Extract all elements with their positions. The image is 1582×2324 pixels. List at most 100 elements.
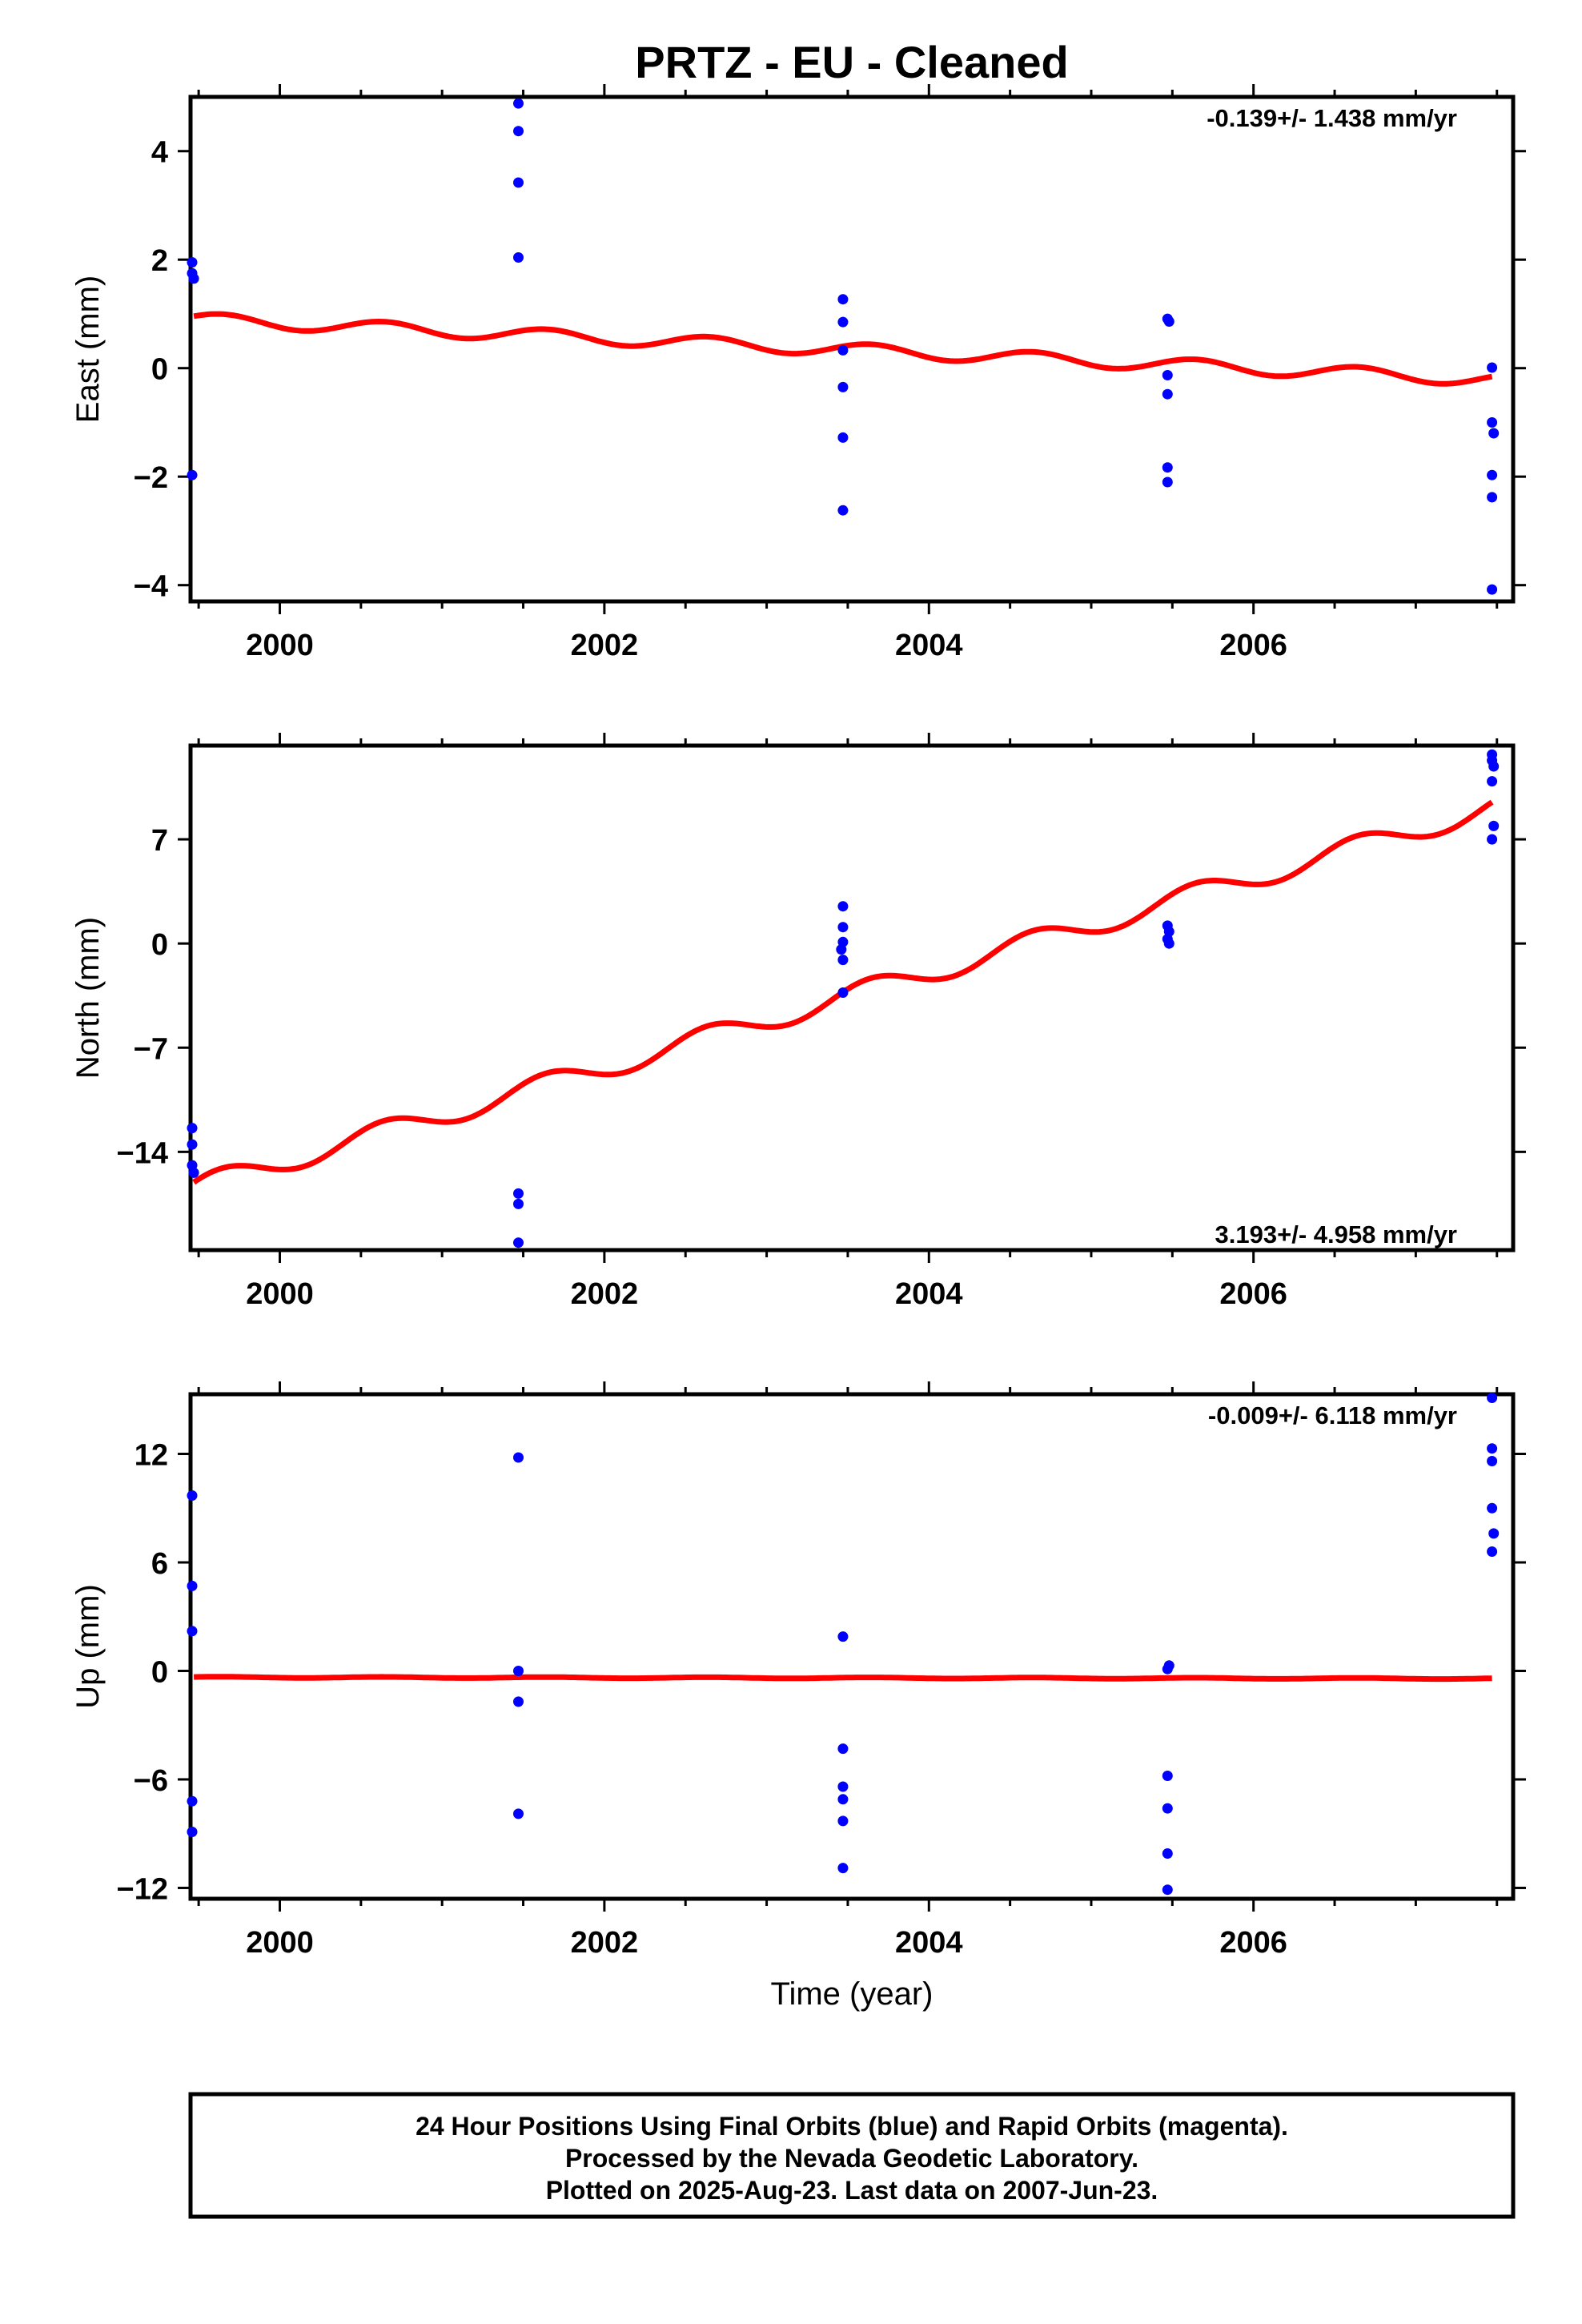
up-frame [188,1392,1516,1901]
north-y-axis-label: North (mm) [70,917,106,1079]
up-rate-label: -0.009+/- 6.118 mm/yr [1208,1401,1457,1429]
north-data-point [513,1188,524,1199]
north-data-point [837,901,849,912]
east-data-point [1162,370,1173,380]
east-frame [188,94,1516,604]
east-x-tick-label: 2002 [571,629,639,662]
up-data-point [1487,1502,1498,1514]
north-panel: 2000 2002 2004 2006 −14 −7 0 7 North (mm) 3.193+/… [70,733,1526,1311]
east-data-point [187,469,198,480]
east-data-point [1162,476,1173,488]
up-data-point [1487,1443,1498,1454]
up-x-tick-label: 2000 [246,1926,314,1960]
north-data-point [1487,834,1498,845]
east-data-point [1488,428,1500,439]
north-data-point [837,922,849,933]
up-data-point [1162,1884,1173,1896]
up-data-point [1162,1771,1173,1781]
up-y-tick-label: −12 [117,1872,168,1906]
footer-line-1: 24 Hour Positions Using Final Orbits (bl… [416,2112,1288,2141]
east-data-point [1487,469,1498,480]
east-data-point [1487,584,1498,595]
up-y-tick-label: −6 [134,1764,168,1798]
east-data-point [513,252,524,263]
east-data-point [1487,417,1498,428]
east-data-point [1163,316,1174,327]
north-y-tick-label: −7 [134,1032,168,1066]
north-y-tick-label: −14 [117,1136,168,1170]
north-data-point [513,1198,524,1209]
footer-box: 24 Hour Positions Using Final Orbits (bl… [188,2092,1516,2219]
footer-line-2: Processed by the Nevada Geodetic Laborat… [565,2144,1138,2173]
east-data-point [837,381,849,392]
east-data-point [1162,388,1173,400]
up-data-point [1487,1393,1498,1403]
north-x-tick-label: 2006 [1219,1277,1287,1311]
north-frame [188,743,1516,1252]
up-data-point [837,1781,849,1792]
up-y-tick-label: 6 [151,1547,168,1581]
up-y-tick-label: 12 [135,1439,168,1473]
east-data-point [1487,362,1498,373]
up-panel: 2000 2002 2004 2006 −12 −6 0 6 12 Up (mm) -0.009+/… [70,1381,1526,1960]
footer-line-3: Plotted on 2025-Aug-23. Last data on 200… [546,2176,1158,2205]
east-data-point [837,344,849,356]
east-data-point [188,273,199,284]
up-data-point [187,1827,198,1837]
up-y-axis-label: Up (mm) [70,1584,106,1709]
north-data-point [187,1139,198,1150]
north-y-tick-label: 0 [151,928,168,962]
east-data-point [513,126,524,137]
up-data-point [1162,1663,1173,1675]
north-rate-label: 3.193+/- 4.958 mm/yr [1215,1220,1457,1248]
up-data-point [1487,1456,1498,1466]
east-x-tick-label: 2004 [895,629,963,662]
up-x-tick-label: 2002 [571,1926,639,1960]
north-data-point [1488,761,1500,772]
east-y-axis-label: East (mm) [70,275,106,423]
up-data-point [513,1452,524,1463]
up-data-point [187,1580,198,1591]
up-data-point [513,1666,524,1676]
north-data-point [1487,776,1498,787]
north-y-tick-label: 7 [151,824,168,858]
up-x-tick-label: 2006 [1219,1926,1287,1960]
east-data-point [837,505,849,516]
east-data-point [1162,462,1173,473]
up-data-point [837,1815,849,1827]
up-data-point [187,1490,198,1501]
up-data-point [837,1743,849,1755]
x-axis-label: Time (year) [771,1976,934,2012]
east-y-tick-label: −2 [134,461,168,495]
north-data-point [188,1167,199,1178]
east-data-point [837,432,849,443]
north-x-tick-label: 2002 [571,1277,639,1311]
east-data-point [187,257,198,268]
up-data-point [1162,1803,1173,1814]
east-y-tick-label: 2 [151,244,168,278]
east-data-point [837,294,849,305]
east-y-tick-label: 4 [151,136,168,170]
north-data-point [837,987,849,998]
east-data-point [513,98,524,109]
east-data-point [513,177,524,188]
north-x-tick-label: 2000 [246,1277,314,1311]
up-data-point [187,1626,198,1637]
up-data-point [837,1631,849,1642]
east-x-tick-label: 2000 [246,629,314,662]
north-data-point [513,1237,524,1248]
up-data-point [1487,1546,1498,1557]
up-data-point [513,1696,524,1707]
east-y-tick-label: −4 [134,570,168,604]
north-data-point [836,944,847,955]
east-panel: 2000 2002 2004 2006 −4 −2 0 2 4 East (mm) -0.139+/… [70,84,1526,662]
east-y-tick-label: 0 [151,353,168,387]
up-data-point [1488,1528,1500,1539]
up-data-point [837,1794,849,1805]
up-data-point [513,1808,524,1819]
north-data-point [1488,820,1500,831]
east-data-point [837,316,849,328]
figure-title: PRTZ - EU - Cleaned [635,37,1068,87]
up-x-tick-label: 2004 [895,1926,963,1960]
